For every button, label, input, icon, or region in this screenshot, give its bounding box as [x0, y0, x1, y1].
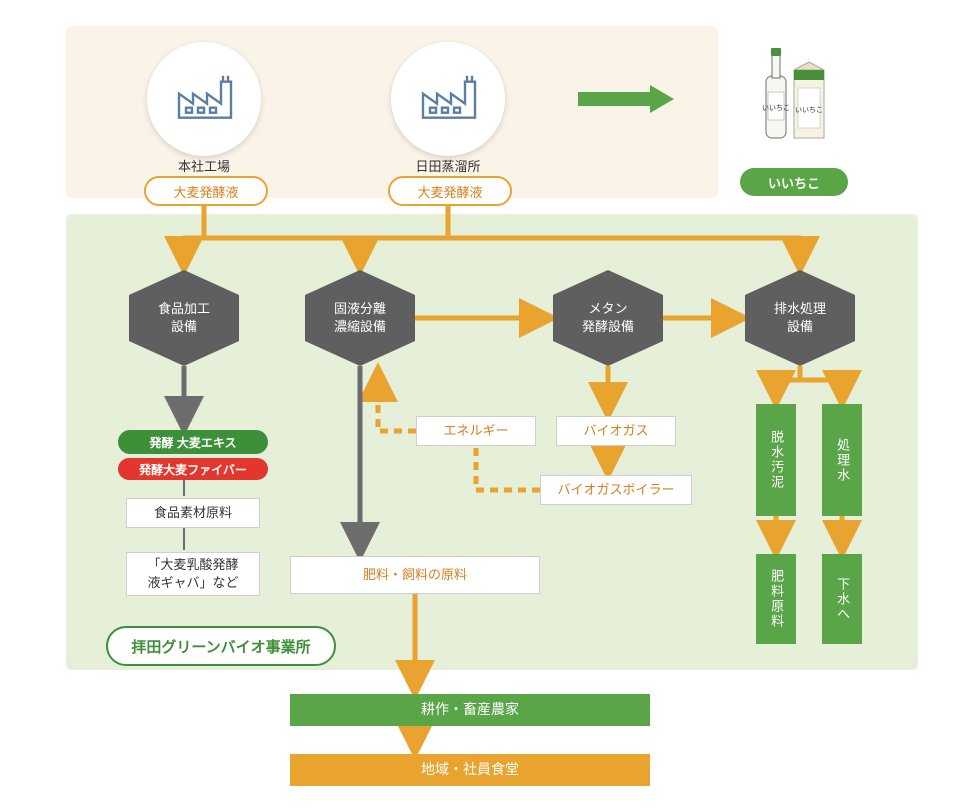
col-text: 脱水汚泥 — [767, 430, 785, 490]
badge-extract-text: 発酵 大麦エキス — [150, 434, 237, 451]
product-label-pill: いいちこ — [740, 168, 848, 196]
diagram-stage: { "colors": { "cream": "#faf3e8", "light… — [0, 0, 960, 810]
col-sewer: 下水へ — [822, 554, 862, 644]
col-fertilizer: 肥料原料 — [756, 554, 796, 644]
box-gaba: 「大麦乳酸発酵 液ギャバ」など — [126, 552, 260, 596]
box-biogas: バイオガス — [556, 416, 676, 446]
box-text: 肥料・飼料の原料 — [363, 566, 467, 584]
factory-output-text: 大麦発酵液 — [173, 182, 238, 201]
bar-canteen: 地域・社員食堂 — [290, 754, 650, 786]
box-text: バイオガスボイラー — [557, 481, 674, 499]
factory-icon — [418, 74, 478, 120]
col-treated-water: 処理水 — [822, 404, 862, 516]
factory-output-pill-hita: 大麦発酵液 — [388, 176, 512, 206]
hex-food-processing: 食品加工設備 — [129, 270, 239, 366]
bar-farmers: 耕作・畜産農家 — [290, 694, 650, 726]
badge-barley-extract: 発酵 大麦エキス — [118, 430, 268, 454]
facility-name-pill: 拝田グリーンバイオ事業所 — [106, 626, 336, 666]
factory-circle-honsha — [147, 42, 261, 156]
box-text: エネルギー — [443, 422, 508, 440]
box-boiler: バイオガスボイラー — [540, 475, 692, 505]
col-text: 処理水 — [833, 438, 851, 483]
badge-barley-fiber: 発酵大麦ファイバー — [118, 458, 268, 480]
col-text: 肥料原料 — [767, 569, 785, 629]
factory-title-hita: 日田蒸溜所 — [378, 156, 518, 175]
box-text: 食品素材原料 — [154, 504, 232, 522]
badge-fiber-text: 発酵大麦ファイバー — [139, 461, 247, 478]
svg-text:いいちこ: いいちこ — [762, 104, 790, 112]
bar-text: 地域・社員食堂 — [421, 760, 519, 780]
box-text: バイオガス — [583, 422, 648, 440]
product-illustration: いいちこ いいちこ — [736, 40, 846, 155]
factory-title-honsha: 本社工場 — [134, 156, 274, 175]
factory-icon — [174, 74, 234, 120]
col-sludge: 脱水汚泥 — [756, 404, 796, 516]
hex-drainage: 排水処理設備 — [745, 270, 855, 366]
bar-text: 耕作・畜産農家 — [421, 700, 519, 720]
col-text: 下水へ — [833, 577, 851, 622]
factory-output-pill-honsha: 大麦発酵液 — [144, 176, 268, 206]
hex-methane: メタン発酵設備 — [553, 270, 663, 366]
box-food-material: 食品素材原料 — [126, 498, 260, 528]
box-text: 「大麦乳酸発酵 液ギャバ」など — [147, 556, 238, 592]
facility-name-text: 拝田グリーンバイオ事業所 — [131, 636, 310, 657]
factory-circle-hita — [391, 42, 505, 156]
product-label-text: いいちこ — [768, 173, 820, 192]
hex-separation: 固液分離濃縮設備 — [305, 270, 415, 366]
box-energy: エネルギー — [416, 416, 536, 446]
box-fertilizer-source: 肥料・飼料の原料 — [290, 556, 540, 594]
svg-text:いいちこ: いいちこ — [795, 106, 823, 114]
factory-output-text: 大麦発酵液 — [417, 182, 482, 201]
